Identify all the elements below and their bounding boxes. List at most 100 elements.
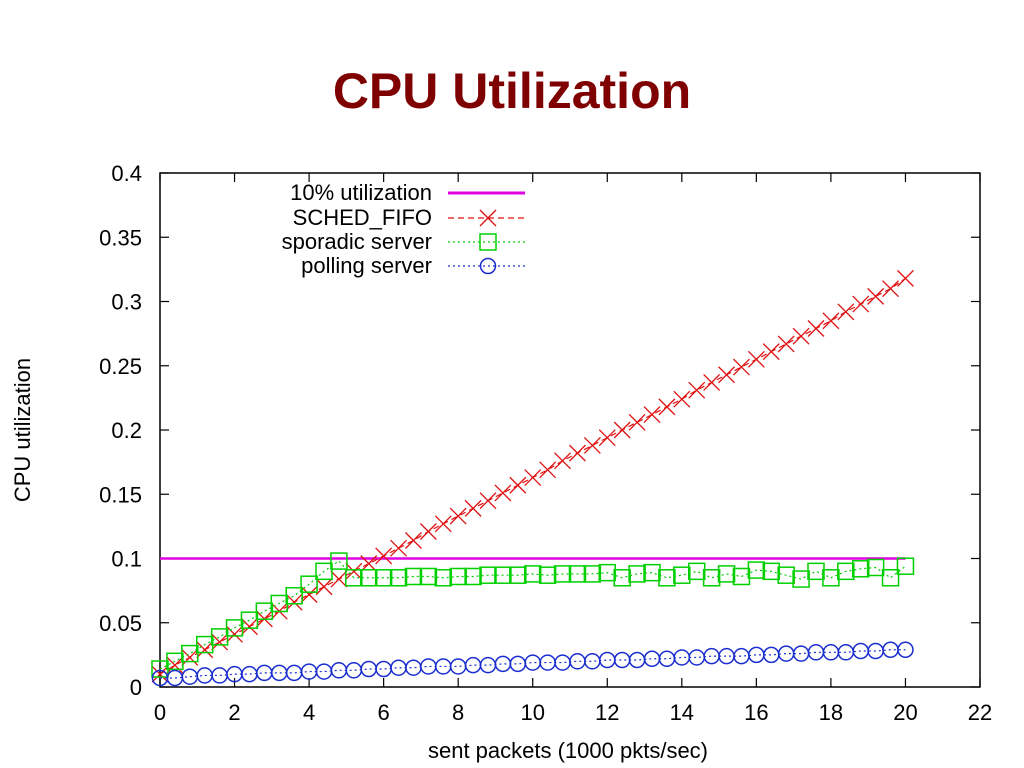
data-point-x bbox=[568, 444, 586, 462]
data-point-circle bbox=[360, 660, 377, 678]
data-point-square bbox=[300, 575, 318, 593]
data-point-circle bbox=[509, 655, 527, 673]
data-point-x bbox=[211, 633, 229, 651]
data-point-x bbox=[375, 547, 393, 565]
data-point-x bbox=[792, 327, 810, 345]
data-point-x bbox=[658, 398, 676, 416]
data-point-x bbox=[554, 452, 572, 470]
data-point-circle bbox=[524, 654, 541, 671]
data-point-x bbox=[360, 555, 378, 573]
data-point-x bbox=[613, 421, 631, 439]
data-point-square bbox=[494, 566, 512, 584]
data-point-circle bbox=[718, 647, 735, 665]
data-point-x bbox=[226, 625, 244, 643]
data-point-circle bbox=[435, 658, 452, 675]
data-point-x bbox=[240, 618, 258, 636]
data-point-x bbox=[583, 436, 601, 454]
data-point-square bbox=[479, 566, 497, 584]
data-point-square bbox=[210, 628, 229, 646]
data-point-square bbox=[523, 565, 542, 583]
series-line bbox=[159, 560, 906, 670]
data-point-x bbox=[509, 476, 527, 494]
data-point-x bbox=[762, 343, 780, 361]
data-point-x bbox=[181, 648, 199, 666]
data-point-square bbox=[896, 557, 915, 575]
legend-swatch-circle bbox=[479, 257, 497, 275]
data-point-x bbox=[673, 390, 691, 408]
data-point-circle bbox=[539, 654, 556, 671]
legend-label: SCHED_FIFO bbox=[293, 205, 432, 230]
data-point-circle bbox=[599, 651, 616, 669]
data-point-x bbox=[166, 656, 184, 674]
data-point-square bbox=[583, 565, 602, 583]
data-point-x bbox=[703, 373, 721, 391]
data-point-square bbox=[837, 562, 855, 581]
data-point-circle bbox=[897, 641, 914, 658]
data-point-x bbox=[852, 295, 870, 313]
data-point-x bbox=[688, 381, 706, 399]
data-point-x bbox=[494, 484, 512, 502]
data-point-circle bbox=[300, 663, 318, 680]
data-point-square bbox=[747, 561, 766, 579]
x-tick-label: 2 bbox=[228, 700, 240, 725]
data-point-square bbox=[881, 569, 900, 587]
x-tick-label: 18 bbox=[819, 700, 843, 725]
data-point-circle bbox=[241, 665, 258, 683]
data-point-square bbox=[643, 563, 661, 582]
data-point-x bbox=[434, 515, 452, 533]
legend-label: polling server bbox=[301, 253, 432, 278]
data-point-x bbox=[598, 429, 616, 447]
data-point-x bbox=[732, 358, 750, 376]
x-axis-label: sent packets (1000 pkts/sec) bbox=[428, 738, 708, 763]
data-point-circle bbox=[673, 649, 691, 666]
data-point-square bbox=[509, 566, 527, 584]
data-point-square bbox=[598, 563, 617, 582]
data-point-circle bbox=[494, 655, 512, 673]
data-point-square bbox=[345, 569, 363, 587]
x-tick-label: 20 bbox=[893, 700, 917, 725]
data-point-x bbox=[404, 532, 422, 549]
legend-swatch-x bbox=[479, 209, 497, 227]
x-tick-label: 12 bbox=[595, 700, 619, 725]
data-point-square bbox=[658, 569, 676, 587]
data-point-square bbox=[464, 567, 482, 586]
data-point-square bbox=[762, 562, 781, 581]
data-point-x bbox=[807, 320, 825, 337]
data-point-x bbox=[464, 499, 482, 517]
data-point-square bbox=[374, 569, 393, 587]
y-tick-label: 0.35 bbox=[99, 225, 142, 250]
data-point-x bbox=[777, 335, 795, 353]
data-point-x bbox=[419, 523, 437, 540]
x-tick-label: 4 bbox=[303, 700, 315, 725]
data-point-circle bbox=[315, 663, 333, 680]
data-point-square bbox=[315, 562, 333, 581]
data-point-circle bbox=[628, 651, 646, 669]
data-point-circle bbox=[420, 658, 437, 675]
data-point-circle bbox=[688, 649, 705, 666]
series-sched-fifo bbox=[151, 269, 914, 683]
data-point-square bbox=[240, 611, 259, 629]
y-axis-label: CPU utilization bbox=[10, 358, 35, 502]
data-point-square bbox=[419, 567, 438, 586]
slide-title: CPU Utilization bbox=[332, 63, 692, 119]
x-tick-label: 0 bbox=[154, 700, 166, 725]
axis-ticks: 0 2 4 6 8 10 12 14 16 18 20 22 0 0.05 0.1 0.15 0.2 0.25 0.… bbox=[99, 161, 992, 725]
legend-label: 10% utilization bbox=[290, 180, 432, 205]
data-point-circle bbox=[390, 659, 407, 676]
series-polling-server bbox=[151, 641, 914, 687]
data-point-square bbox=[389, 569, 408, 587]
data-point-circle bbox=[479, 656, 497, 674]
data-point-x bbox=[837, 303, 855, 321]
data-point-circle bbox=[777, 645, 795, 662]
y-tick-label: 0.15 bbox=[99, 482, 142, 507]
y-tick-label: 0.4 bbox=[111, 161, 142, 186]
data-point-x bbox=[718, 366, 736, 384]
data-point-square bbox=[777, 566, 795, 584]
legend-swatch-square bbox=[479, 233, 497, 251]
data-point-x bbox=[822, 312, 840, 330]
data-point-circle bbox=[345, 662, 363, 679]
data-point-square bbox=[732, 567, 751, 586]
data-point-square bbox=[568, 565, 587, 583]
data-point-circle bbox=[643, 650, 661, 667]
data-point-square bbox=[285, 587, 303, 605]
